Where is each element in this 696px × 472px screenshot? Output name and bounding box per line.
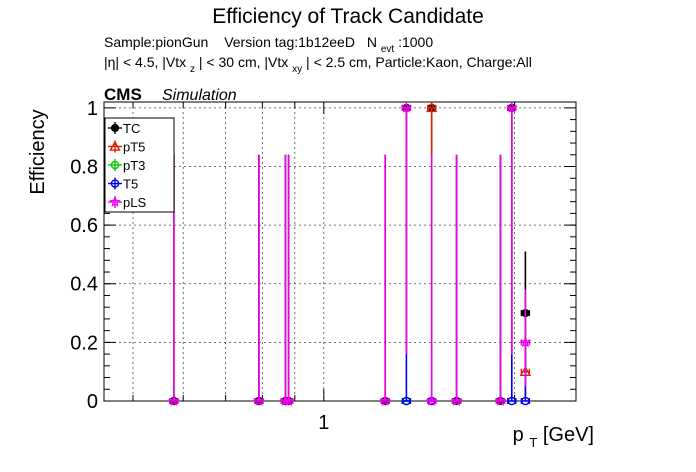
x-axis-label-unit: [GeV] xyxy=(543,424,594,446)
plot-frame xyxy=(103,101,577,402)
legend-marker-pt5 xyxy=(109,140,121,151)
nevt-subscript: evt xyxy=(381,44,395,55)
simulation-label: Simulation xyxy=(162,87,237,104)
legend-label-pt3: pT3 xyxy=(123,158,145,173)
legend-label-t5: T5 xyxy=(123,177,138,192)
data-point xyxy=(494,394,507,406)
x-tick-label: 1 xyxy=(318,412,329,434)
data-point xyxy=(253,394,265,406)
data-point xyxy=(402,396,411,406)
y-tick-label: 0 xyxy=(87,391,98,413)
subtitle-line-1: Sample:pionGun Version tag:1b12eeD N evt… xyxy=(104,34,433,55)
data-point xyxy=(168,394,180,406)
vtx-z-subscript: z xyxy=(190,64,195,75)
nevt-label: N xyxy=(367,34,377,50)
y-tick-label: 1 xyxy=(87,98,98,120)
y-axis-label: Efficiency xyxy=(27,109,49,194)
legend-marker-t5 xyxy=(110,179,120,188)
version-label: Version tag:1b12eeD xyxy=(224,34,355,50)
data-series xyxy=(168,101,532,406)
x-axis-label: p T [GeV] xyxy=(513,424,594,452)
data-point xyxy=(425,394,438,406)
y-tick-label: 0.2 xyxy=(70,332,98,354)
data-point xyxy=(450,394,463,406)
legend-label-tc: TC xyxy=(123,121,140,136)
chart-title: Efficiency of Track Candidate xyxy=(212,5,484,28)
nevt-value: :1000 xyxy=(398,34,433,50)
series-tc xyxy=(169,103,531,406)
series-t5 xyxy=(401,354,531,406)
data-point xyxy=(426,101,438,113)
data-point xyxy=(519,336,532,348)
eta-cut: |η| < 4.5, |Vtx xyxy=(104,54,186,70)
y-tick-label: 0.4 xyxy=(70,274,98,296)
data-point xyxy=(282,394,295,406)
vtx-xy-subscript: xy xyxy=(292,64,302,75)
sample-label: Sample:pionGun xyxy=(104,34,208,50)
subtitle-line-2: |η| < 4.5, |Vtx z | < 30 cm, |Vtx xy | <… xyxy=(104,54,532,75)
y-tick-label: 0.8 xyxy=(70,156,98,178)
data-point xyxy=(507,396,517,406)
axes: 0 0.2 0.4 0.6 0.8 1 1 xyxy=(70,98,577,434)
data-point xyxy=(506,101,518,113)
legend-label-pt5: pT5 xyxy=(123,140,145,155)
data-point xyxy=(400,101,413,113)
x-axis-label-sub: T xyxy=(529,435,537,450)
vtx-xy-cut: | < 2.5 cm, Particle:Kaon, Charge:All xyxy=(306,54,532,70)
series-pls xyxy=(168,101,532,406)
data-point xyxy=(379,394,392,406)
legend: TC pT5 pT3 T5 pLS xyxy=(104,117,175,213)
x-axis-label-main: p xyxy=(513,424,524,446)
vtx-z-cut: | < 30 cm, |Vtx xyxy=(199,54,288,70)
data-point xyxy=(521,396,530,406)
grid-lines xyxy=(104,102,576,401)
y-tick-label: 0.6 xyxy=(70,215,98,237)
legend-label-pls: pLS xyxy=(123,195,146,210)
legend-marker-tc xyxy=(110,123,120,133)
cms-label: CMS xyxy=(104,85,142,104)
legend-marker-pt3 xyxy=(110,160,120,170)
legend-marker-pls xyxy=(109,195,121,207)
